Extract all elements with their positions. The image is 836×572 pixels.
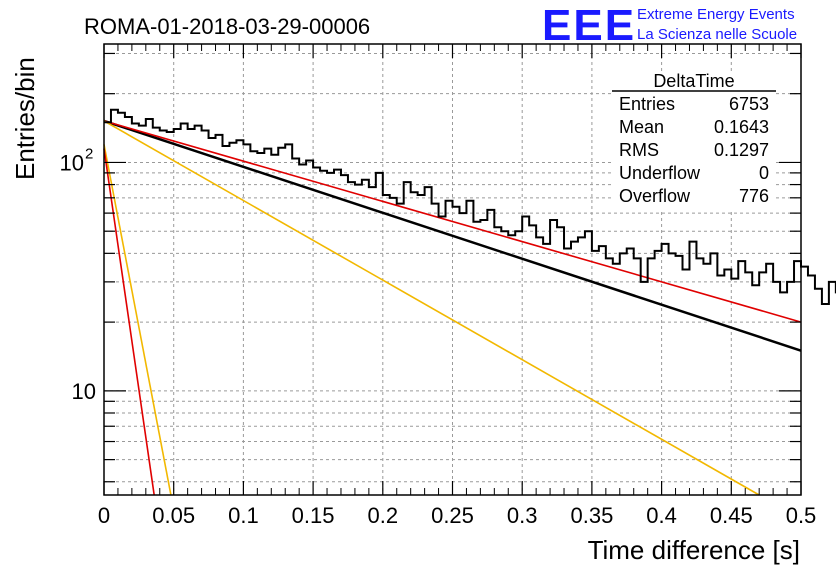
stats-box-background bbox=[612, 72, 776, 210]
stats-box: DeltaTime Entries 6753 Mean 0.1643 RMS 0.1297… bbox=[612, 71, 776, 210]
stats-row-value: 0 bbox=[759, 163, 769, 183]
y-axis-label: Entries/bin bbox=[10, 57, 40, 180]
fit-curve bbox=[103, 148, 155, 496]
eee-logo-text: EEE bbox=[542, 1, 636, 50]
x-axis-label: Time difference [s] bbox=[588, 535, 800, 565]
eee-logo-line1: Extreme Energy Events bbox=[637, 6, 795, 23]
stats-row-label: RMS bbox=[619, 140, 659, 160]
stats-row-label: Overflow bbox=[619, 186, 691, 206]
x-tick-label: 0 bbox=[98, 503, 110, 528]
x-tick-label: 0.25 bbox=[431, 503, 474, 528]
eee-logo-line2: La Scienza nelle Scuole bbox=[637, 26, 797, 43]
stats-row-value: 776 bbox=[739, 186, 769, 206]
stats-row-label: Mean bbox=[619, 117, 664, 137]
x-tick-label: 0.5 bbox=[786, 503, 817, 528]
y-tick-exponent: 2 bbox=[85, 145, 93, 162]
y-tick-label: 10 bbox=[72, 379, 96, 404]
eee-logo: EEE Extreme Energy Events La Scienza nel… bbox=[542, 1, 797, 50]
stats-box-title: DeltaTime bbox=[653, 71, 734, 91]
stats-row-value: 0.1643 bbox=[714, 117, 769, 137]
stats-row-label: Entries bbox=[619, 94, 675, 114]
histogram-step-line bbox=[104, 108, 836, 306]
x-tick-label: 0.35 bbox=[570, 503, 613, 528]
x-tick-label: 0.05 bbox=[152, 503, 195, 528]
x-tick-label: 0.15 bbox=[292, 503, 335, 528]
x-tick-label: 0.1 bbox=[228, 503, 259, 528]
stats-row-value: 6753 bbox=[729, 94, 769, 114]
fit-curve bbox=[103, 119, 802, 352]
x-tick-label: 0.45 bbox=[710, 503, 753, 528]
y-tick-label: 10 bbox=[60, 150, 84, 175]
x-tick-label: 0.3 bbox=[507, 503, 538, 528]
x-tick-label: 0.4 bbox=[646, 503, 677, 528]
fit-curve bbox=[103, 144, 172, 496]
grid-lines bbox=[104, 44, 801, 495]
stats-row-value: 0.1297 bbox=[714, 140, 769, 160]
run-title: ROMA-01-2018-03-29-00006 bbox=[84, 14, 370, 39]
stats-row-label: Underflow bbox=[619, 163, 701, 183]
axis-ticks bbox=[103, 44, 802, 495]
x-tick-label: 0.2 bbox=[368, 503, 399, 528]
fit-curve bbox=[103, 120, 802, 323]
fit-curve bbox=[103, 120, 760, 496]
fit-curves bbox=[103, 119, 802, 496]
